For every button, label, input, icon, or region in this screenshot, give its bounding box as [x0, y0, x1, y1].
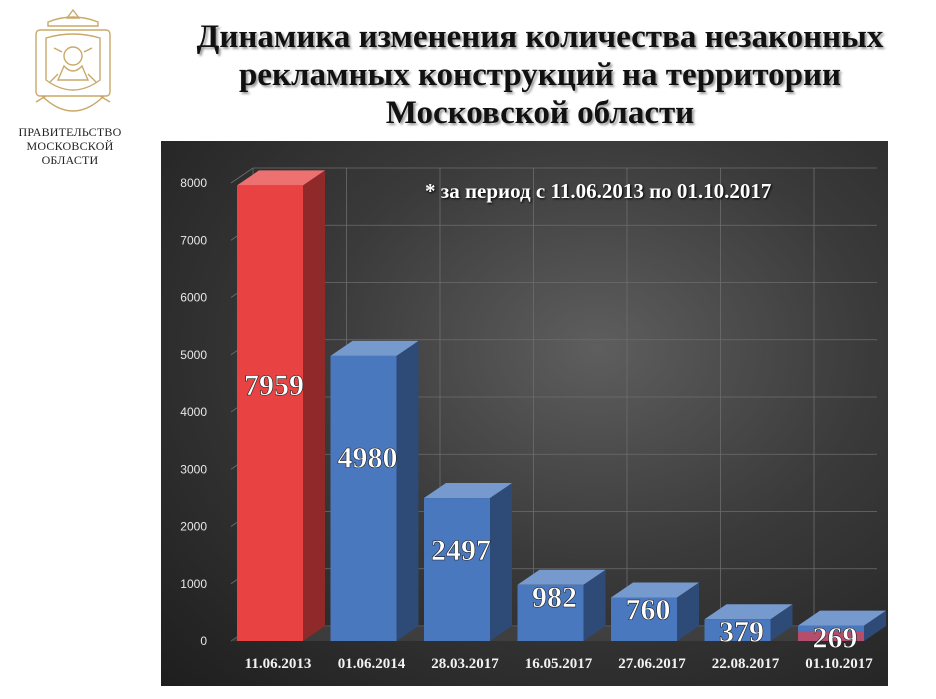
bar-front: [237, 185, 303, 641]
y-tick-label: 4000: [180, 405, 207, 419]
y-tick-label: 0: [200, 634, 207, 648]
bar-accent: [798, 630, 864, 641]
x-tick-label: 01.10.2017: [805, 656, 873, 672]
x-tick-label: 01.06.2014: [338, 656, 406, 672]
bar-front: [330, 355, 397, 641]
bar-side: [770, 604, 793, 641]
y-tick-label: 6000: [180, 291, 207, 305]
bar-top: [611, 582, 699, 598]
data-label: 760: [626, 593, 671, 626]
organization-name-line: ПРАВИТЕЛЬСТВО: [18, 125, 122, 139]
bar-side: [396, 340, 419, 641]
bar-front: [517, 584, 584, 641]
bar-front: [424, 498, 490, 641]
title-line: Московской области: [385, 95, 695, 131]
organization-name: ПРАВИТЕЛЬСТВО МОСКОВСКОЙ ОБЛАСТИ: [0, 125, 140, 167]
gridline-depth: [230, 167, 254, 184]
bar-side: [490, 483, 512, 641]
bar-top: [424, 483, 512, 499]
x-tick-label: 27.06.2017: [618, 656, 686, 672]
organization-name-line: МОСКОВСКОЙ: [26, 139, 114, 153]
data-label: 269: [813, 622, 858, 655]
data-label: 379: [719, 615, 764, 648]
bar: [330, 340, 419, 641]
data-label: 982: [532, 581, 577, 614]
organization-name-line: ОБЛАСТИ: [41, 153, 99, 167]
bar: [517, 569, 606, 641]
bar-top: [704, 604, 793, 620]
bar-top: [330, 340, 419, 356]
bar: [237, 170, 325, 642]
bar: [704, 604, 793, 641]
chart-panel: 0 1000 2000 3000 4000 5000 6000 7000 8000 7959 11.…: [161, 141, 888, 686]
bar-front: [611, 597, 677, 641]
data-label: 4980: [338, 442, 398, 475]
page-title: Динамика изменения количества незаконных…: [150, 18, 930, 132]
y-tick-label: 8000: [180, 176, 207, 190]
x-tick-label: 11.06.2013: [245, 656, 312, 672]
y-tick-label: 3000: [180, 462, 207, 476]
title-line: Динамика изменения количества незаконных: [196, 19, 884, 55]
bar-side: [583, 569, 606, 641]
bar-side: [303, 170, 325, 642]
data-label: 7959: [244, 369, 304, 402]
bar: [611, 582, 699, 641]
bar-top: [517, 569, 606, 585]
chart-period-note: * за период с 11.06.2013 по 01.10.2017: [425, 179, 772, 203]
bar: [424, 483, 512, 641]
title-line: рекламных конструкций на территории: [238, 57, 842, 93]
bar-top: [798, 610, 886, 626]
y-tick-label: 7000: [180, 233, 207, 247]
y-tick-label: 5000: [180, 348, 207, 362]
bar-side: [864, 610, 886, 641]
x-tick-label: 28.03.2017: [431, 656, 499, 672]
bar-front: [704, 619, 771, 641]
coat-of-arms-icon: [35, 8, 111, 112]
x-tick-label: 16.05.2017: [525, 656, 593, 672]
data-label: 2497: [431, 534, 491, 567]
x-tick-label: 22.08.2017: [712, 656, 780, 672]
bar-chart: 0 1000 2000 3000 4000 5000 6000 7000 8000 7959 11.…: [180, 167, 886, 672]
bar: [798, 610, 886, 641]
y-tick-label: 2000: [180, 520, 207, 534]
bar-side: [677, 582, 699, 641]
bar-top: [237, 170, 325, 186]
y-tick-label: 1000: [180, 577, 207, 591]
